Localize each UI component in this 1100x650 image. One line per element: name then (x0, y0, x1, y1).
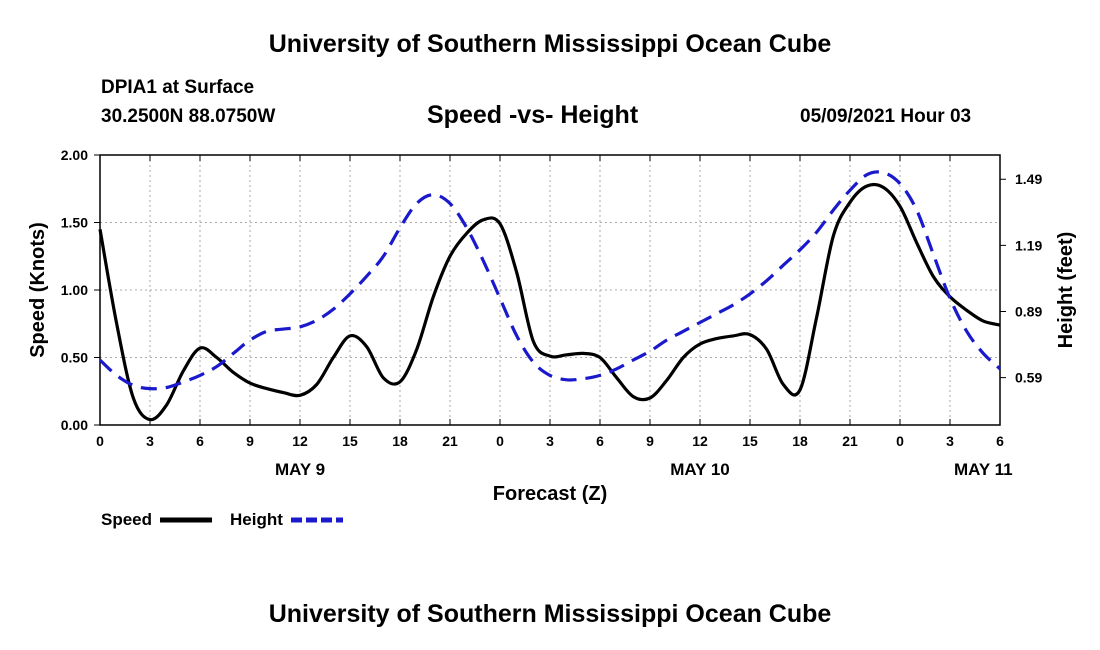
speed-series-line (98, 182, 1001, 422)
y2-tick-label: 1.49 (1015, 171, 1042, 187)
x-tick-label: 0 (496, 433, 504, 449)
y2-tick-label: 1.19 (1015, 237, 1042, 253)
x-tick-label: 9 (246, 433, 254, 449)
x-tick-label: 12 (292, 433, 308, 449)
y2-tick-label: 0.59 (1015, 370, 1042, 386)
x-tick-label: 15 (742, 433, 758, 449)
date-label: MAY 11 (954, 460, 1013, 479)
datetime-label: 05/09/2021 Hour 03 (800, 106, 972, 127)
y-tick-label: 2.00 (61, 147, 88, 163)
x-tick-label: 6 (996, 433, 1004, 449)
x-tick-label: 3 (946, 433, 954, 449)
date-label: MAY 10 (670, 460, 730, 479)
station-label: DPIA1 at Surface (101, 77, 255, 98)
y-axis-title: Speed (Knots) (27, 222, 49, 358)
x-tick-label: 18 (792, 433, 808, 449)
y-tick-label: 1.00 (61, 282, 88, 298)
height-series-line (98, 170, 1002, 391)
y2-tick-label: 0.89 (1015, 303, 1042, 319)
x-tick-label: 0 (96, 433, 104, 449)
x-tick-label: 0 (896, 433, 904, 449)
date-label: MAY 9 (275, 460, 325, 479)
x-tick-label: 18 (392, 433, 408, 449)
coordinates-label: 30.2500N 88.0750W (101, 106, 276, 127)
x-tick-label: 21 (842, 433, 858, 449)
x-tick-label: 12 (692, 433, 708, 449)
legend-speed-label: Speed (101, 510, 152, 529)
x-tick-label: 9 (646, 433, 654, 449)
x-tick-label: 3 (546, 433, 554, 449)
y-tick-label: 0.00 (61, 417, 88, 433)
header-title: University of Southern Mississippi Ocean… (268, 30, 832, 58)
y2-axis-title: Height (feet) (1055, 232, 1077, 349)
x-tick-label: 6 (196, 433, 204, 449)
x-tick-label: 6 (596, 433, 604, 449)
x-axis-title: Forecast (Z) (493, 483, 607, 505)
legend-height-label: Height (230, 510, 283, 529)
chart-title: Speed -vs- Height (427, 101, 639, 129)
x-tick-label: 15 (342, 433, 358, 449)
footer-title: University of Southern Mississippi Ocean… (268, 600, 832, 628)
y-tick-label: 0.50 (61, 350, 88, 366)
y-tick-label: 1.50 (61, 215, 88, 231)
x-tick-label: 21 (442, 433, 458, 449)
x-tick-label: 3 (146, 433, 154, 449)
